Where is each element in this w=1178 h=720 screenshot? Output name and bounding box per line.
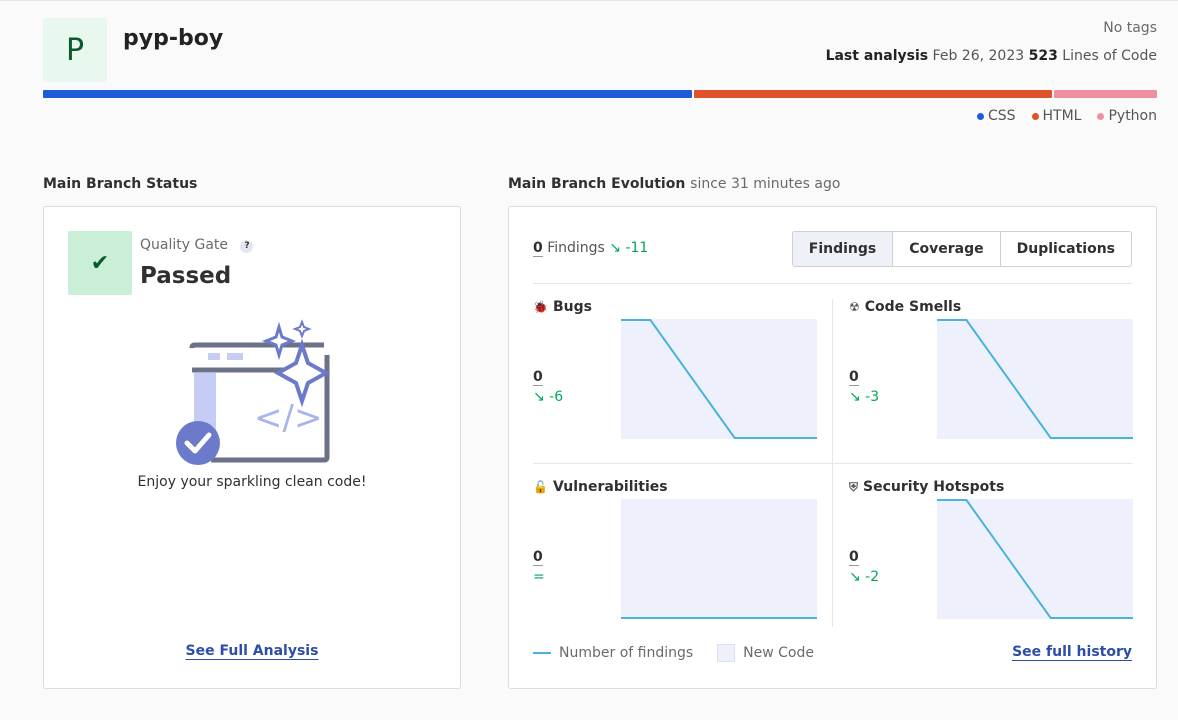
lock-icon: 🔓 (533, 480, 548, 494)
language-legend: CSS HTML Python (976, 108, 1157, 124)
findings-label: Findings (547, 240, 605, 256)
help-icon[interactable]: ? (240, 239, 254, 253)
lines-of-code-label: Lines of Code (1062, 48, 1157, 64)
last-analysis-label: Last analysis (825, 48, 929, 64)
shield-icon: ⛨ (849, 479, 859, 494)
metric-title: ⛨ Security Hotspots (849, 479, 1004, 495)
language-dot-icon (976, 112, 984, 120)
findings-series-line (937, 319, 1133, 439)
tab-coverage[interactable]: Coverage (892, 232, 1000, 266)
evolution-card: 0 Findings ↘ -11 Findings Coverage Duplica… (508, 206, 1157, 689)
findings-series-line (621, 319, 817, 439)
legend-box-swatch (717, 644, 736, 662)
branch-evolution-title: Main Branch Evolution since 31 minutes a… (508, 176, 840, 192)
language-bar-segment (1053, 90, 1157, 98)
language-legend-item: Python (1097, 108, 1157, 124)
branch-evolution-since: since 31 minutes ago (690, 176, 841, 192)
language-dot-icon (1031, 112, 1039, 120)
quality-gate-status: Passed (140, 263, 232, 289)
legend-line-swatch (533, 652, 551, 654)
new-code-area (621, 499, 817, 619)
last-analysis-info: Last analysis Feb 26, 2023 523 Lines of … (826, 48, 1157, 64)
legend-line-label: Number of findings (559, 645, 694, 661)
language-name: HTML (1042, 108, 1082, 124)
quality-gate-card: ✔ Quality Gate ? Passed </> Enjoy your s… (43, 206, 461, 689)
metric-value[interactable]: 0 (849, 369, 859, 386)
language-legend-item: HTML (1031, 108, 1082, 124)
code-smell-icon: ☢ (849, 300, 860, 314)
legend-box-label: New Code (743, 645, 814, 661)
findings-count[interactable]: 0 (533, 240, 543, 257)
see-full-analysis-wrapper: See Full Analysis (44, 643, 460, 659)
bug-icon: 🐞 (533, 300, 548, 314)
metric-value[interactable]: 0 (533, 369, 543, 386)
see-history-wrapper: See full history (1012, 644, 1132, 660)
divider (832, 299, 833, 627)
language-distribution-bar (43, 90, 1157, 98)
branch-status-title: Main Branch Status (43, 176, 198, 192)
avatar-letter: P (65, 32, 85, 68)
findings-trend: ↘ -11 (609, 240, 649, 256)
sparkline-chart (937, 319, 1133, 439)
metric-title: 🔓 Vulnerabilities (533, 479, 668, 495)
metric-name: Bugs (552, 299, 592, 315)
new-code-area (937, 319, 1133, 439)
see-full-history-link[interactable]: See full history (1012, 644, 1132, 660)
lines-of-code-count: 523 (1028, 48, 1058, 64)
sparkline-chart (937, 499, 1133, 619)
project-avatar: P (43, 18, 107, 82)
tab-duplications[interactable]: Duplications (999, 232, 1131, 266)
clean-code-illustration: </> (176, 319, 331, 465)
metric-name: Security Hotspots (863, 479, 1005, 495)
metric-trend: ↘ -6 (533, 389, 564, 405)
divider (533, 283, 1132, 284)
branch-evolution-label: Main Branch Evolution (508, 176, 686, 192)
metric-value[interactable]: 0 (533, 549, 543, 566)
last-analysis-date: Feb 26, 2023 (932, 48, 1025, 64)
tab-findings[interactable]: Findings (792, 232, 893, 266)
metric-trend: ↘ -3 (849, 389, 880, 405)
svg-text:</>: </> (254, 398, 322, 438)
evolution-tabs: Findings Coverage Duplications (791, 231, 1132, 267)
language-name: CSS (987, 108, 1016, 124)
new-code-area (937, 499, 1133, 619)
chart-legend: Number of findings New Code (533, 644, 814, 662)
tags-label[interactable]: No tags (1103, 20, 1157, 36)
metric-name: Code Smells (864, 299, 962, 315)
sparkline-chart (621, 499, 817, 619)
findings-series-line (937, 499, 1133, 619)
findings-summary: 0 Findings ↘ -11 (533, 240, 649, 257)
sparkline-chart (621, 319, 817, 439)
metric-title: 🐞 Bugs (533, 299, 592, 315)
metric-value[interactable]: 0 (849, 549, 859, 566)
metric-trend: ↘ -2 (849, 569, 880, 585)
top-border (0, 0, 1178, 1)
see-full-analysis-link[interactable]: See Full Analysis (185, 643, 319, 659)
language-bar-segment (43, 90, 693, 98)
language-legend-item: CSS (976, 108, 1016, 124)
project-name[interactable]: pyp-boy (123, 26, 224, 51)
quality-gate-label: Quality Gate ? (140, 237, 254, 253)
language-dot-icon (1097, 112, 1105, 120)
new-code-area (621, 319, 817, 439)
metric-name: Vulnerabilities (552, 479, 668, 495)
language-bar-segment (694, 90, 1052, 98)
clean-code-message: Enjoy your sparkling clean code! (137, 474, 367, 490)
quality-gate-label-text: Quality Gate (140, 237, 229, 253)
metric-trend: = (533, 569, 545, 585)
metric-title: ☢ Code Smells (849, 299, 961, 315)
check-icon: ✔ (68, 231, 132, 295)
language-name: Python (1108, 108, 1157, 124)
